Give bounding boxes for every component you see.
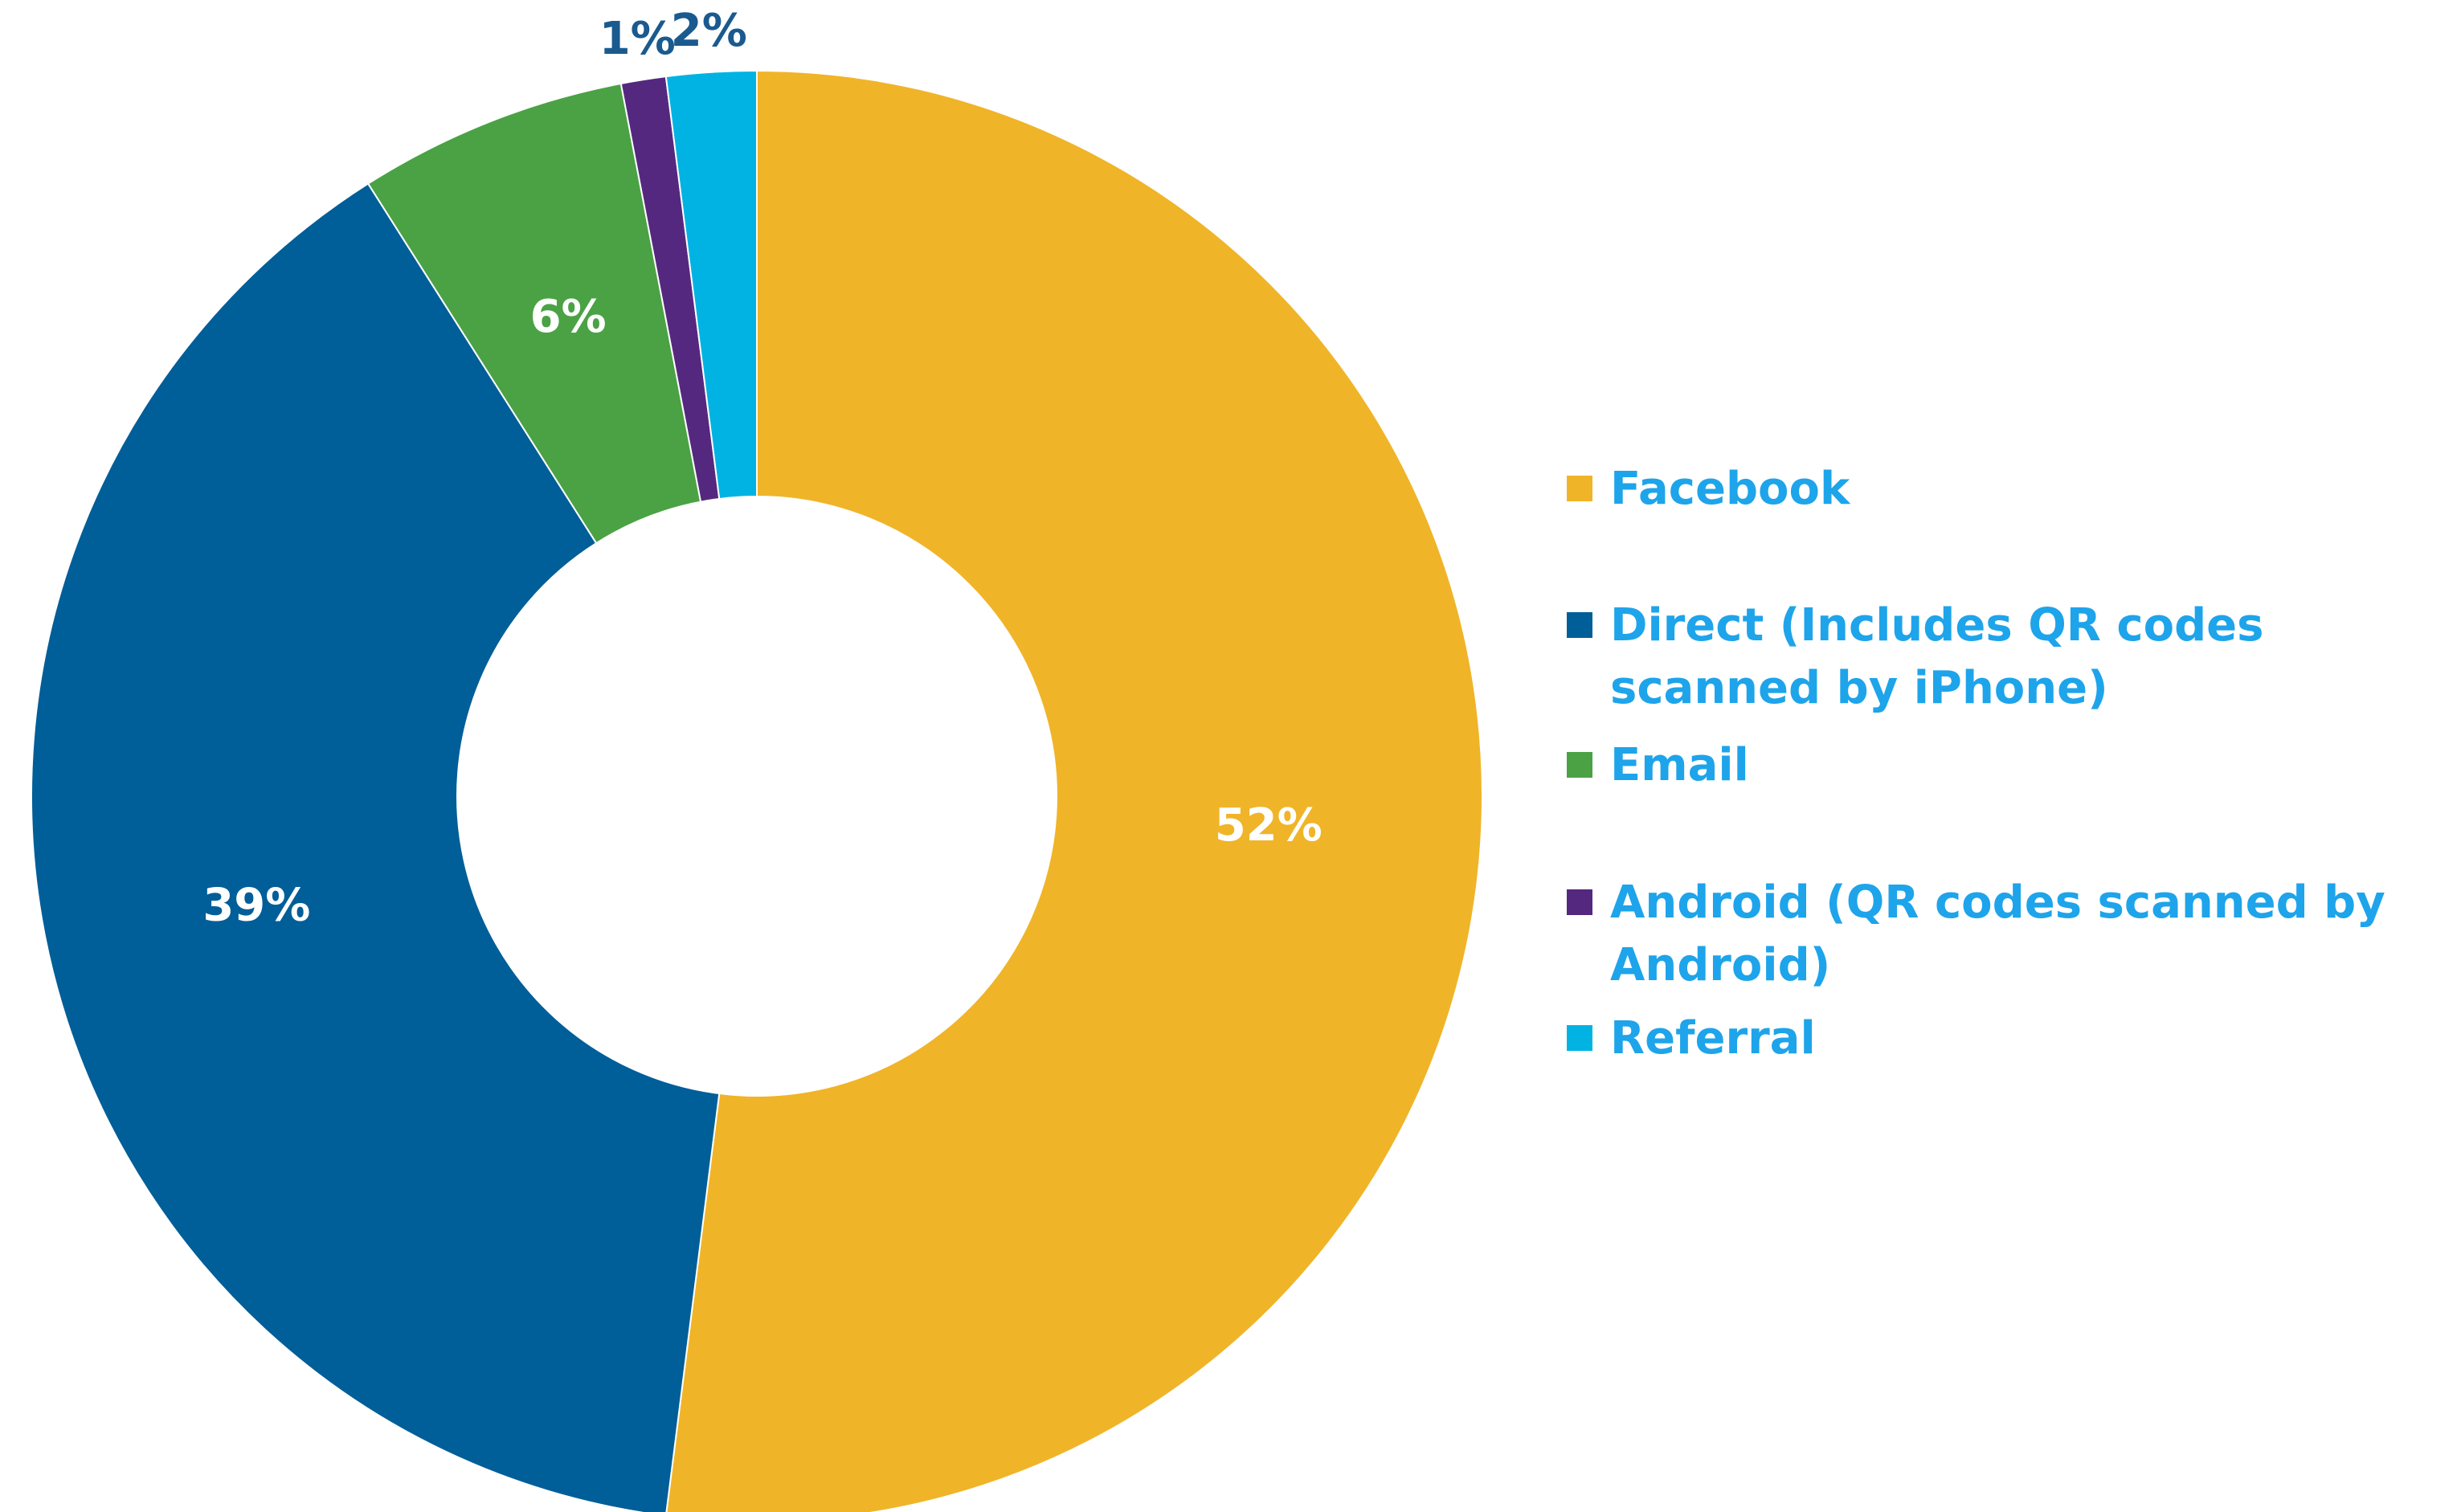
legend-label: Email — [1610, 739, 1749, 791]
legend-item: Facebook — [1567, 458, 2451, 521]
legend-label: Direct (Includes QR codes scanned by iPh… — [1610, 599, 2264, 714]
legend-swatch — [1567, 476, 1592, 501]
legend-swatch — [1567, 1025, 1592, 1051]
slice-label: 2% — [671, 5, 747, 57]
legend-item: Android (QR codes scanned by Android) — [1567, 872, 2451, 997]
donut-slice — [366, 82, 702, 545]
legend-swatch — [1567, 752, 1592, 778]
legend-item: Referral — [1567, 1007, 2451, 1070]
legend-swatch — [1567, 889, 1592, 915]
slice-label: 1% — [599, 13, 676, 65]
legend-label: Android (QR codes scanned by Android) — [1610, 877, 2385, 991]
legend-label: Referral — [1610, 1012, 1816, 1065]
slice-label: 39% — [202, 879, 310, 931]
donut-slice — [664, 69, 758, 501]
legend-label: Facebook — [1610, 463, 1850, 515]
donut-slice — [31, 182, 721, 1512]
slice-label: 6% — [530, 291, 607, 343]
legend-swatch — [1567, 612, 1592, 638]
slice-label: 52% — [1215, 799, 1322, 852]
donut-slice — [665, 69, 1483, 1512]
legend-item: Email — [1567, 734, 2451, 797]
legend-item: Direct (Includes QR codes scanned by iPh… — [1567, 595, 2451, 720]
